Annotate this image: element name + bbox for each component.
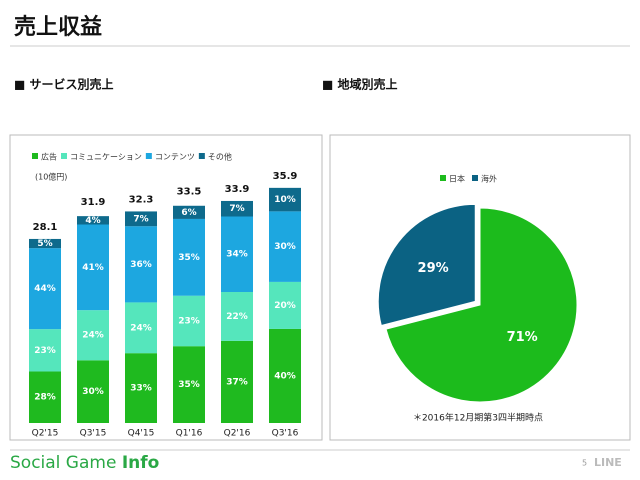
bar-segment — [125, 353, 157, 423]
bar-segment — [173, 295, 205, 347]
total-label: 35.9 — [273, 171, 298, 182]
segment-label: 28% — [34, 393, 56, 403]
legend-label: 広告 — [41, 152, 57, 162]
bar-segment — [77, 224, 109, 311]
bar-segment — [29, 238, 61, 249]
legend-label: コンテンツ — [155, 153, 195, 162]
segment-label: 20% — [274, 301, 296, 311]
legend-swatch — [145, 153, 152, 159]
x-tick-label: Q2'15 — [32, 429, 59, 439]
chart-frame — [9, 134, 323, 441]
segment-label: 24% — [82, 331, 104, 341]
total-label: 33.9 — [225, 184, 250, 195]
total-label: 31.9 — [81, 197, 106, 208]
segment-label: 22% — [226, 312, 248, 322]
legend-label: コミュニケーション — [70, 153, 142, 162]
legend-swatch — [198, 153, 205, 159]
legend-label: その他 — [208, 152, 232, 162]
unit-label: (10億円) — [35, 172, 67, 182]
page-number: 5 — [582, 459, 587, 468]
bar-segment — [77, 310, 109, 361]
x-tick-label: Q3'15 — [80, 429, 107, 439]
bar-segment — [77, 216, 109, 225]
slice-label: 71% — [507, 330, 538, 345]
bar-segment — [29, 329, 61, 372]
bar-segment — [269, 211, 301, 282]
legend-swatch — [472, 175, 478, 181]
bar-segment — [221, 200, 253, 217]
segment-label: 5% — [37, 239, 52, 249]
segment-label: 33% — [130, 384, 152, 394]
segment-label: 37% — [226, 377, 248, 387]
bar-segment — [125, 226, 157, 303]
bar-segment — [125, 211, 157, 227]
segment-label: 6% — [181, 208, 196, 218]
bar-segment — [269, 328, 301, 423]
bar-segment — [221, 340, 253, 423]
segment-label: 7% — [229, 204, 244, 214]
total-label: 33.5 — [177, 187, 202, 198]
pie-slice — [377, 203, 476, 327]
segment-label: 10% — [274, 195, 296, 205]
bar-segment — [269, 281, 301, 329]
legend-label: 日本 — [449, 174, 465, 184]
chart-frame — [329, 134, 631, 441]
bar-segment — [173, 346, 205, 423]
footer-brand: Social Game Info — [10, 453, 159, 473]
legend-swatch — [440, 175, 446, 181]
segment-label: 35% — [178, 253, 200, 263]
bar-segment — [269, 187, 301, 212]
legend-swatch — [32, 153, 38, 159]
slice-label: 29% — [418, 261, 449, 276]
segment-label: 30% — [274, 242, 296, 252]
section-title: ■ サービス別売上 — [14, 77, 114, 92]
logo: LINE — [594, 456, 622, 469]
bar-segment — [173, 205, 205, 219]
bar-segment — [173, 218, 205, 296]
x-tick-label: Q1'16 — [176, 429, 203, 439]
bar-segment — [125, 302, 157, 354]
x-tick-label: Q2'16 — [224, 429, 251, 439]
bar-segment — [29, 371, 61, 423]
segment-label: 30% — [82, 387, 104, 397]
segment-label: 44% — [34, 284, 56, 294]
segment-label: 36% — [130, 260, 152, 270]
segment-label: 23% — [178, 316, 200, 326]
legend-label: 海外 — [481, 174, 497, 184]
note: ＊2016年12月期第3四半期時点 — [413, 412, 543, 424]
bar-segment — [221, 291, 253, 341]
legend-swatch — [61, 153, 67, 159]
segment-label: 23% — [34, 346, 56, 356]
bar-segment — [77, 360, 109, 423]
segment-label: 40% — [274, 371, 296, 381]
x-tick-label: Q4'15 — [128, 429, 155, 439]
x-tick-label: Q3'16 — [272, 429, 299, 439]
total-label: 28.1 — [33, 222, 58, 233]
pie-slice — [385, 207, 578, 403]
section-title: ■ 地域別売上 — [322, 77, 398, 92]
brand: Social Game — [10, 453, 116, 473]
segment-label: 24% — [130, 323, 152, 333]
segment-label: 35% — [178, 380, 200, 390]
brand-bold: Info — [122, 453, 160, 473]
slide-title: 売上収益 — [14, 14, 102, 40]
total-label: 32.3 — [129, 194, 154, 205]
segment-label: 34% — [226, 250, 248, 260]
bar-segment — [221, 216, 253, 292]
segment-label: 4% — [85, 216, 100, 226]
segment-label: 41% — [82, 263, 104, 273]
segment-label: 7% — [133, 214, 148, 224]
bar-segment — [29, 248, 61, 330]
